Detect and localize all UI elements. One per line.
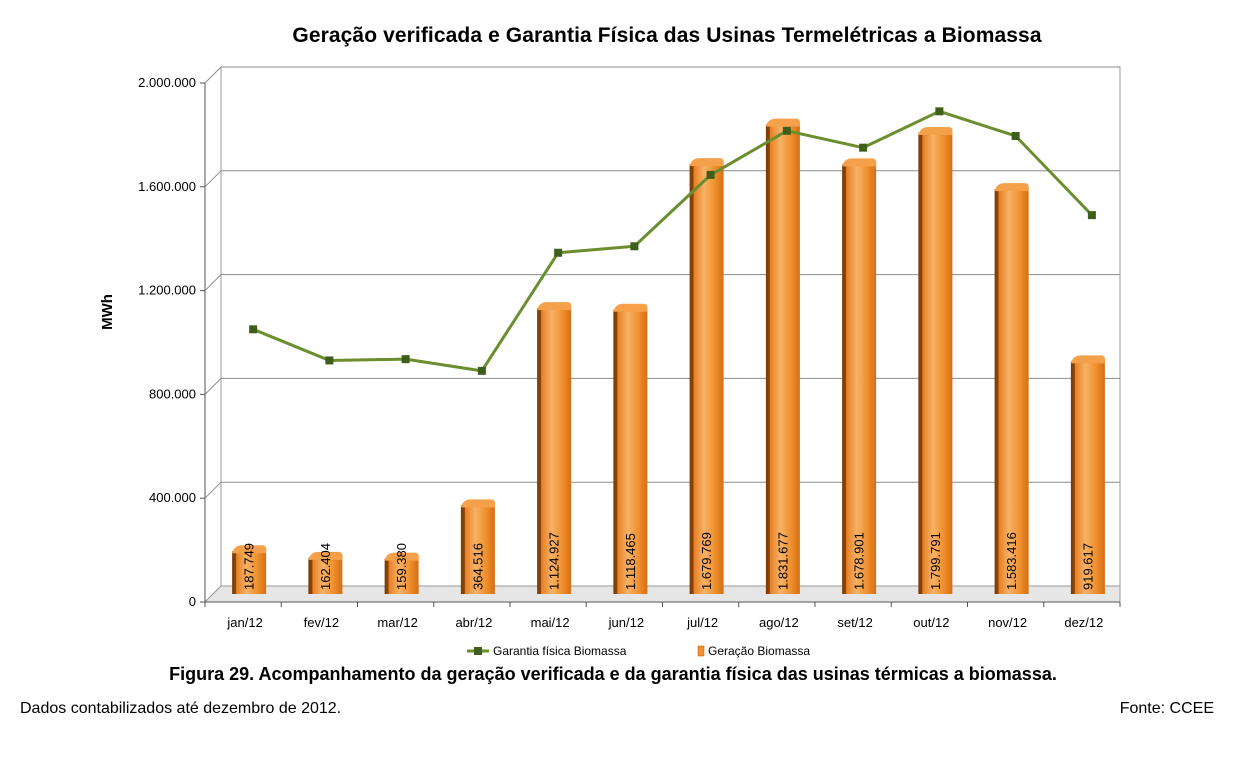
bar <box>308 551 343 594</box>
line-point <box>554 248 563 257</box>
bar <box>613 303 648 594</box>
line-point <box>325 356 334 365</box>
bar <box>232 545 267 594</box>
bar-data-label: 159.380 <box>394 543 409 590</box>
bar <box>918 126 953 595</box>
line-point <box>859 143 868 152</box>
x-tick-label: jul/12 <box>686 615 718 630</box>
x-tick-label: mai/12 <box>531 615 570 630</box>
gridline-depth <box>204 481 222 499</box>
legend-label-garantia: Garantia física Biomassa <box>493 644 627 658</box>
gridline-depth <box>204 274 222 291</box>
bar <box>765 118 801 595</box>
legend-bar-swatch <box>697 645 705 657</box>
x-tick-label: ago/12 <box>759 615 799 630</box>
bar <box>1070 355 1106 594</box>
y-tick-label: 1.200.000 <box>138 283 196 298</box>
bar <box>994 183 1029 594</box>
bar <box>842 158 877 594</box>
legend: Garantia física Biomassa Geração Biomass… <box>467 644 810 658</box>
bar <box>384 552 419 594</box>
line-point <box>935 107 944 116</box>
bar-data-label: 1.583.416 <box>1004 532 1019 590</box>
line-point <box>1011 131 1020 140</box>
x-tick-label: jan/12 <box>226 615 262 630</box>
line-point <box>630 242 639 251</box>
gridline-depth <box>204 378 222 395</box>
gridlines <box>204 66 1120 499</box>
line-point <box>782 126 791 135</box>
bar-data-label: 919.617 <box>1080 543 1095 590</box>
bar-series <box>232 118 1106 595</box>
line-point <box>401 355 410 364</box>
line-point <box>249 325 258 334</box>
bar-data-label: 1.118.465 <box>623 533 638 590</box>
bar-data-label: 162.404 <box>318 543 333 590</box>
y-tick-label: 400.000 <box>149 490 196 505</box>
y-tick-label: 0 <box>189 594 196 609</box>
x-tick-label: mar/12 <box>377 615 417 630</box>
chart: 0 400.000 800.000 1.200.000 1.600.000 2.000.0… <box>99 66 1121 658</box>
x-tick-label: nov/12 <box>988 615 1027 630</box>
bar <box>689 158 724 594</box>
figure-caption: Figura 29. Acompanhamento da geração ver… <box>169 664 1057 684</box>
line-point <box>477 366 486 375</box>
bar-data-label: 1.799.791 <box>928 532 943 590</box>
bar-data-label: 1.679.769 <box>699 532 714 590</box>
bar-data-label: 1.678.901 <box>852 532 867 590</box>
line-point <box>706 170 715 179</box>
bar-data-label: 187.749 <box>242 543 257 590</box>
line-point <box>1087 211 1096 220</box>
line-series <box>249 107 1096 375</box>
y-tick-label: 1.600.000 <box>138 179 196 194</box>
chart-title: Geração verificada e Garantia Física das… <box>292 24 1042 47</box>
y-axis-label: MWh <box>99 294 116 330</box>
y-tick-label: 2.000.000 <box>138 75 196 90</box>
x-axis-ticks: jan/12 fev/12 mar/12 abr/12 mai/12 jun/12 jul/… <box>204 602 1121 630</box>
bar <box>460 499 496 594</box>
bar-data-label: 1.124.927 <box>547 532 562 590</box>
gridline-depth <box>204 170 222 188</box>
gridline-depth <box>204 66 222 84</box>
footnote-source: Fonte: CCEE <box>1119 700 1214 717</box>
x-tick-label: set/12 <box>837 615 872 630</box>
legend-line-marker <box>474 647 482 655</box>
x-tick-label: dez/12 <box>1064 615 1103 630</box>
bar <box>537 302 572 594</box>
x-tick-label: jun/12 <box>608 615 644 630</box>
bar-data-labels: 187.749 162.404 159.380 364.516 1.124.927 1.1… <box>242 532 1096 590</box>
y-tick-label: 800.000 <box>149 386 196 401</box>
x-tick-label: out/12 <box>913 615 949 630</box>
bar-data-label: 1.831.677 <box>775 532 790 590</box>
y-axis-ticks: 0 400.000 800.000 1.200.000 1.600.000 2.000.0… <box>138 75 205 609</box>
plot-back-wall <box>203 66 1121 603</box>
x-tick-label: fev/12 <box>304 615 339 630</box>
footnote-data-period: Dados contabilizados até dezembro de 201… <box>20 700 342 717</box>
x-tick-label: abr/12 <box>455 615 492 630</box>
line-path <box>252 109 1093 373</box>
bar-data-label: 364.516 <box>470 543 485 590</box>
legend-label-geracao: Geração Biomassa <box>708 644 810 658</box>
